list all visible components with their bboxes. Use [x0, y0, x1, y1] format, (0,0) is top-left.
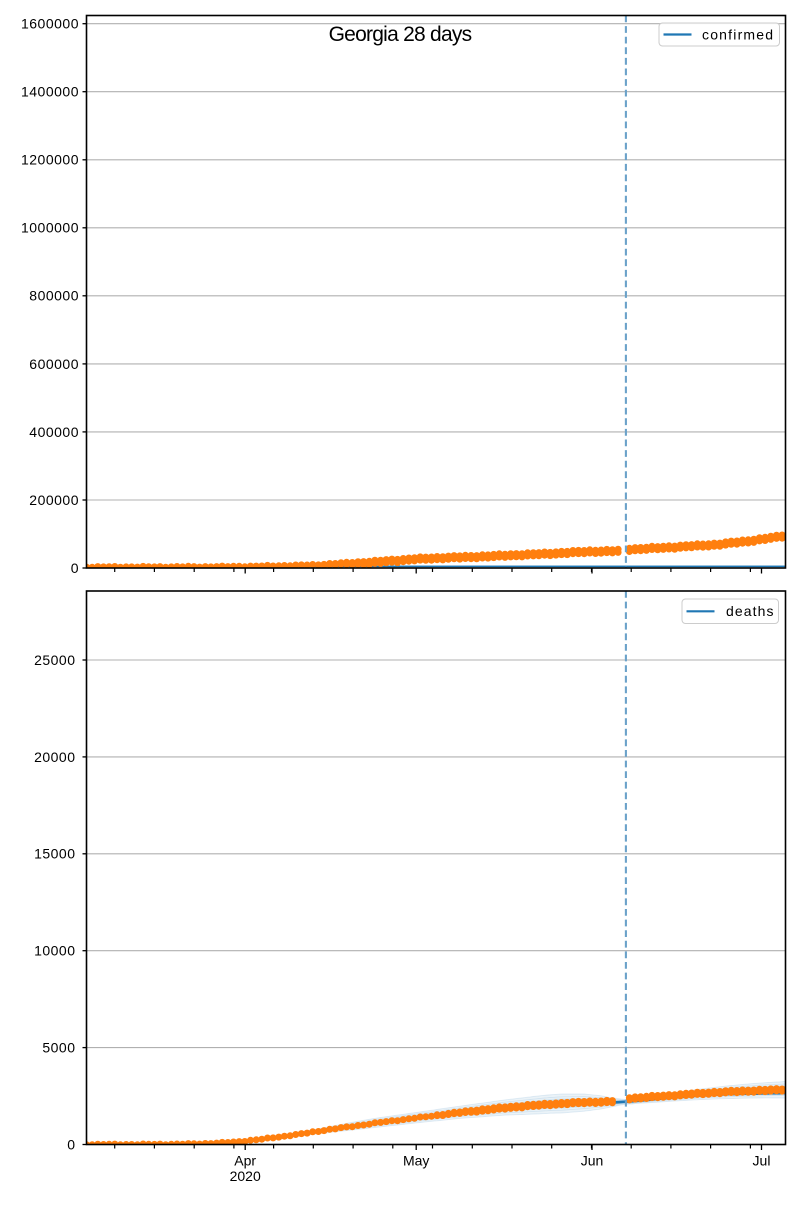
svg-text:25000: 25000 [34, 652, 75, 668]
svg-text:0: 0 [67, 1136, 75, 1152]
svg-text:20000: 20000 [34, 749, 75, 765]
svg-text:0: 0 [71, 560, 79, 576]
svg-text:400000: 400000 [29, 424, 79, 440]
svg-text:10000: 10000 [34, 943, 75, 959]
svg-text:1600000: 1600000 [21, 16, 79, 32]
svg-text:600000: 600000 [29, 356, 79, 372]
svg-text:1400000: 1400000 [21, 84, 79, 100]
svg-text:Jun: Jun [581, 1153, 604, 1169]
svg-text:Georgia 28 days: Georgia 28 days [329, 23, 472, 46]
svg-text:200000: 200000 [29, 492, 79, 508]
svg-text:2020: 2020 [230, 1168, 261, 1184]
svg-text:800000: 800000 [29, 288, 79, 304]
svg-text:5000: 5000 [42, 1040, 75, 1056]
svg-text:1200000: 1200000 [21, 152, 79, 168]
svg-text:Jul: Jul [753, 1153, 771, 1169]
svg-text:May: May [403, 1153, 429, 1169]
svg-text:Apr: Apr [234, 1153, 256, 1169]
svg-text:15000: 15000 [34, 846, 75, 862]
svg-text:deaths: deaths [726, 603, 775, 619]
svg-text:1000000: 1000000 [21, 220, 79, 236]
svg-text:confirmed: confirmed [702, 26, 774, 42]
